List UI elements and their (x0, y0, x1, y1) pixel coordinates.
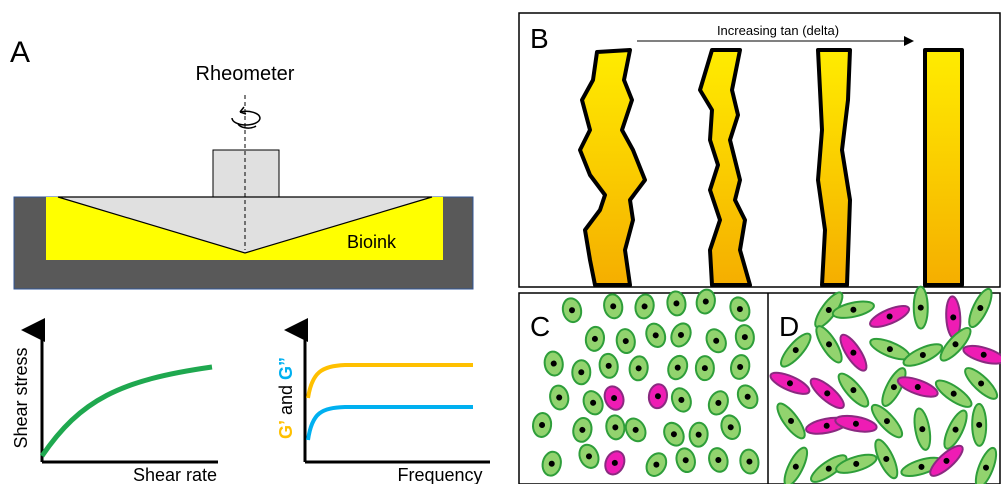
spindle (213, 150, 279, 197)
curve (308, 365, 473, 398)
x-axis-label: Frequency (397, 465, 482, 484)
cell (914, 287, 928, 329)
y-axis-label: G’ and G” (276, 357, 296, 439)
cell (735, 324, 755, 349)
figure: A Rheometer Bioink Shear stress Shear ra… (0, 0, 1001, 484)
arrow-label: Increasing tan (delta) (717, 23, 839, 38)
strip (925, 50, 962, 285)
cell (689, 422, 709, 447)
label-part: G’ (276, 420, 296, 439)
y-axis-label: Shear stress (11, 347, 31, 448)
panel-label: C (530, 311, 550, 342)
nucleus (702, 365, 708, 371)
label-part: G” (276, 357, 296, 380)
material-label: Bioink (347, 232, 397, 252)
instrument-label: Rheometer (196, 63, 295, 85)
curve (308, 407, 473, 440)
plot-axes (305, 330, 490, 462)
strip (818, 50, 850, 285)
panel-label: A (10, 36, 30, 69)
cell (696, 356, 714, 380)
panel-label: D (779, 311, 799, 342)
plot-axes (42, 330, 218, 462)
cell (572, 360, 590, 384)
x-axis-label: Shear rate (133, 465, 217, 484)
cell (972, 404, 986, 446)
nucleus (918, 305, 924, 311)
curve (42, 367, 212, 456)
nucleus (976, 422, 982, 428)
rotation-icon (232, 107, 260, 128)
panel-label: B (530, 23, 549, 54)
label-part: and (276, 380, 296, 420)
